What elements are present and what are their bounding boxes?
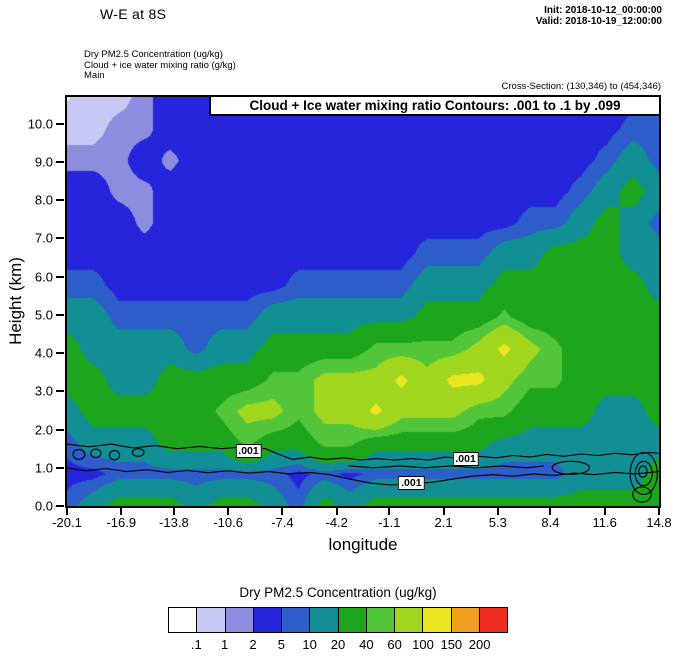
y-tick-label: 1.0 bbox=[34, 460, 53, 476]
y-tick bbox=[56, 160, 64, 163]
contour-value-label: .001 bbox=[235, 443, 262, 458]
y-tick bbox=[56, 428, 64, 431]
y-tick-label: 3.0 bbox=[34, 383, 53, 399]
legend-boundary-label: 2 bbox=[249, 637, 257, 652]
y-tick bbox=[56, 313, 64, 316]
legend-color-cell bbox=[197, 608, 226, 632]
x-tick bbox=[442, 508, 445, 515]
field-line-domain: Main bbox=[84, 70, 105, 81]
contour-overlay-title: Cloud + Ice water mixing ratio Contours:… bbox=[209, 95, 661, 116]
x-tick bbox=[603, 508, 606, 515]
y-tick bbox=[56, 505, 64, 507]
y-tick bbox=[56, 199, 64, 202]
field-line-cloud-ice: Cloud + ice water mixing ratio (g/kg) bbox=[84, 59, 236, 71]
legend-color-cell bbox=[282, 608, 311, 632]
x-tick-label: -13.8 bbox=[159, 515, 189, 530]
legend-color-cell bbox=[253, 608, 282, 632]
x-tick-label: 2.1 bbox=[434, 515, 453, 530]
x-tick bbox=[388, 508, 391, 515]
legend-title: Dry PM2.5 Concentration (ug/kg) bbox=[239, 585, 437, 600]
x-tick bbox=[66, 508, 68, 515]
y-tick bbox=[56, 275, 64, 278]
y-tick-label: 5.0 bbox=[34, 307, 53, 323]
pm25-field-canvas bbox=[67, 97, 659, 506]
legend-colorbar bbox=[168, 607, 508, 633]
x-tick bbox=[172, 508, 175, 515]
y-tick bbox=[56, 122, 64, 125]
field-list: Dry PM2.5 Concentration (ug/kg) Cloud + … bbox=[84, 49, 236, 82]
init-time-label: Init: 2018-10-12_00:00:00 bbox=[544, 5, 662, 16]
y-tick bbox=[56, 390, 64, 393]
x-axis-title: longitude bbox=[328, 535, 398, 554]
cross-section-coords: Cross-Section: (130,346) to (454,346) bbox=[501, 81, 661, 92]
y-tick-label: 6.0 bbox=[34, 269, 53, 285]
x-tick-label: -16.9 bbox=[106, 515, 137, 530]
legend-tick-labels: .1 1 2 5 10 20 40 60 100 150 200 bbox=[168, 637, 508, 653]
y-tick bbox=[56, 466, 64, 469]
y-tick bbox=[56, 237, 64, 240]
x-tick bbox=[120, 508, 123, 515]
y-tick-label: 8.0 bbox=[34, 192, 53, 208]
x-tick bbox=[281, 508, 284, 515]
legend-color-cell bbox=[479, 608, 507, 632]
x-tick bbox=[549, 508, 552, 515]
legend-color-cell bbox=[338, 608, 367, 632]
x-tick-label: -4.2 bbox=[325, 515, 348, 530]
y-tick-label: 9.0 bbox=[34, 154, 53, 170]
y-tick-label: 10.0 bbox=[27, 116, 53, 132]
x-tick-label: -7.4 bbox=[271, 515, 294, 530]
y-tick-label: 2.0 bbox=[34, 422, 53, 438]
legend-boundary-label: 20 bbox=[330, 637, 346, 652]
legend-boundary-label: 10 bbox=[302, 637, 317, 652]
y-tick-label: 0.0 bbox=[34, 498, 53, 514]
y-tick-label: 7.0 bbox=[34, 230, 53, 246]
legend-color-cell bbox=[225, 608, 254, 632]
x-tick-label: 8.4 bbox=[541, 515, 560, 530]
x-tick-label: -1.1 bbox=[378, 515, 401, 530]
legend-color-cell bbox=[366, 608, 395, 632]
x-tick bbox=[335, 508, 338, 515]
legend-color-cell bbox=[310, 608, 339, 632]
valid-time-label: Valid: 2018-10-19_12:00:00 bbox=[535, 16, 662, 27]
x-tick-label: 14.8 bbox=[646, 515, 672, 530]
legend-color-cell bbox=[169, 608, 198, 632]
legend-boundary-label: 200 bbox=[468, 637, 491, 652]
x-tick-label: -10.6 bbox=[213, 515, 243, 530]
page-title: W-E at 8S bbox=[100, 6, 167, 22]
legend-boundary-label: 60 bbox=[387, 637, 402, 652]
legend-color-cell bbox=[451, 608, 480, 632]
legend-boundary-label: .1 bbox=[190, 637, 202, 652]
contour-value-label: .001 bbox=[452, 452, 479, 467]
y-tick-label: 4.0 bbox=[34, 345, 53, 361]
legend-color-cell bbox=[423, 608, 452, 632]
x-tick-label: 11.6 bbox=[592, 515, 617, 530]
legend-boundary-label: 150 bbox=[440, 637, 463, 652]
legend-boundary-label: 1 bbox=[221, 637, 229, 652]
legend-boundary-label: 40 bbox=[359, 637, 374, 652]
legend-boundary-label: 100 bbox=[412, 637, 434, 652]
field-line-pm25: Dry PM2.5 Concentration (ug/kg) bbox=[84, 49, 223, 60]
legend-color-cell bbox=[395, 608, 424, 632]
y-tick bbox=[56, 352, 64, 355]
contour-value-label: .001 bbox=[398, 476, 425, 491]
x-tick bbox=[227, 508, 230, 515]
x-tick-label: 5.3 bbox=[488, 515, 507, 530]
legend-boundary-label: 5 bbox=[277, 637, 285, 652]
x-tick bbox=[658, 508, 660, 515]
run-times: Init: 2018-10-12_00:00:00 Valid: 2018-10… bbox=[536, 5, 662, 27]
x-tick bbox=[496, 508, 499, 515]
x-tick-label: -20.1 bbox=[52, 515, 82, 530]
plot-area bbox=[65, 95, 661, 508]
